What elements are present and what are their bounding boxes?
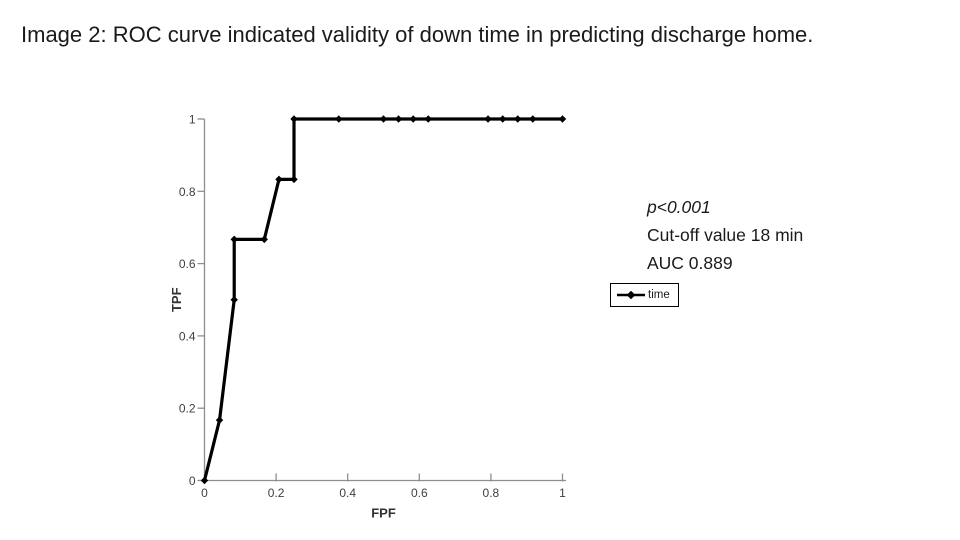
y-tick-label: 1 bbox=[189, 113, 196, 127]
data-point-marker bbox=[200, 476, 209, 485]
data-point-marker bbox=[215, 416, 224, 424]
y-tick-label: 0.4 bbox=[179, 329, 196, 343]
y-tick-label: 0.8 bbox=[179, 185, 196, 199]
data-point-marker bbox=[230, 296, 238, 304]
x-tick-label: 1 bbox=[559, 486, 566, 500]
y-axis-title: TPF bbox=[169, 287, 184, 312]
x-tick-label: 0.4 bbox=[339, 486, 356, 500]
chart-annotations: p<0.001 Cut-off value 18 min AUC 0.889 bbox=[647, 193, 803, 277]
data-point-marker bbox=[230, 235, 238, 244]
data-point-marker bbox=[529, 115, 537, 123]
legend-series-marker-icon bbox=[617, 290, 645, 300]
annotation-cutoff: Cut-off value 18 min bbox=[647, 225, 804, 245]
data-point-marker bbox=[290, 175, 298, 184]
legend-label: time bbox=[648, 289, 670, 301]
legend-box: time bbox=[610, 283, 679, 307]
data-point-marker bbox=[558, 115, 567, 123]
data-point-marker bbox=[394, 115, 403, 123]
roc-curve-line bbox=[202, 117, 565, 483]
data-point-marker bbox=[335, 115, 343, 123]
page-title: Image 2: ROC curve indicated validity of… bbox=[21, 22, 814, 47]
data-point-marker bbox=[260, 235, 268, 244]
x-tick-label: 0.8 bbox=[483, 486, 500, 500]
data-point-marker bbox=[499, 115, 507, 123]
y-tick-label: 0.6 bbox=[179, 257, 196, 271]
x-tick-label: 0.2 bbox=[268, 486, 285, 500]
data-point-marker bbox=[275, 175, 283, 184]
y-tick-label: 0.2 bbox=[179, 402, 196, 416]
data-point-marker bbox=[290, 115, 298, 123]
data-point-marker bbox=[484, 115, 492, 123]
data-point-marker bbox=[409, 115, 417, 123]
data-point-marker bbox=[514, 115, 522, 123]
annotation-p-value: p<0.001 bbox=[647, 197, 711, 217]
data-point-marker bbox=[379, 115, 388, 123]
x-tick-label: 0.6 bbox=[411, 486, 428, 500]
x-axis-title: FPF bbox=[371, 506, 396, 521]
annotation-auc: AUC 0.889 bbox=[647, 253, 733, 273]
y-tick-label: 0 bbox=[189, 474, 196, 488]
data-point-marker bbox=[424, 115, 432, 123]
x-tick-label: 0 bbox=[201, 486, 208, 500]
